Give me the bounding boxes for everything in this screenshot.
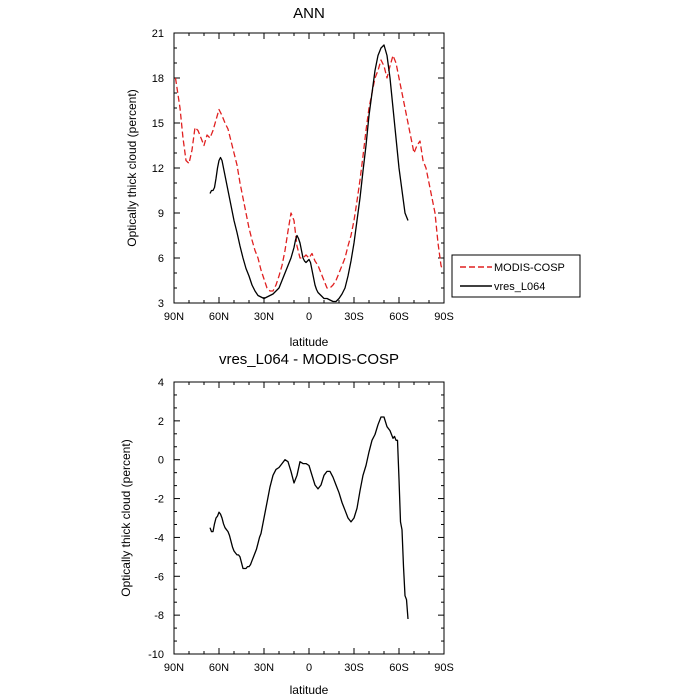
legend-box bbox=[451, 254, 581, 298]
bottom-chart-xlabel: latitude bbox=[290, 683, 329, 697]
top-xtick-label: 90S bbox=[434, 311, 454, 323]
legend: MODIS-COSP vres_L064 bbox=[451, 254, 581, 298]
bottom-ytick-label: -8 bbox=[154, 610, 164, 622]
legend-label-modis-cosp: MODIS-COSP bbox=[494, 262, 565, 274]
bottom-xtick-label: 30S bbox=[344, 662, 364, 674]
top-xtick-label: 30N bbox=[254, 311, 274, 323]
top-chart-series bbox=[174, 44, 444, 303]
top-ytick-label: 3 bbox=[158, 298, 164, 310]
bottom-ytick-label: 0 bbox=[158, 455, 164, 467]
top-ytick-label: 12 bbox=[152, 163, 164, 175]
top-xtick-label: 60N bbox=[209, 311, 229, 323]
top-ytick-label: 18 bbox=[152, 73, 164, 85]
bottom-chart-series bbox=[209, 416, 409, 620]
bottom-ytick-label: -4 bbox=[154, 532, 164, 544]
top-chart-ticks: 90N 60N 30N 0 30S 60S 90S 3 6 9 12 15 18 21 bbox=[152, 28, 454, 323]
top-ytick-label: 9 bbox=[158, 208, 164, 220]
top-xtick-label: 30S bbox=[344, 311, 364, 323]
bottom-ytick-label: -6 bbox=[154, 571, 164, 583]
top-chart-frame bbox=[173, 32, 445, 304]
top-ytick-label: 6 bbox=[158, 253, 164, 265]
bottom-chart-ylabel: Optically thick cloud (percent) bbox=[119, 439, 133, 596]
top-xtick-label: 60S bbox=[389, 311, 409, 323]
bottom-series-line-difference bbox=[209, 416, 409, 620]
bottom-chart-frame bbox=[173, 381, 445, 655]
bottom-ytick-label: 2 bbox=[158, 416, 164, 428]
bottom-ytick-label: -10 bbox=[148, 649, 164, 661]
top-ytick-label: 15 bbox=[152, 118, 164, 130]
bottom-chart-panel: vres_L064 - MODIS-COSP latitude Opticall… bbox=[119, 351, 454, 697]
top-series-line-vres-l064 bbox=[209, 44, 409, 303]
bottom-ytick-label: 4 bbox=[158, 377, 164, 389]
bottom-xtick-label: 90S bbox=[434, 662, 454, 674]
legend-label-vres-l064: vres_L064 bbox=[494, 281, 545, 293]
top-chart-ylabel: Optically thick cloud (percent) bbox=[125, 89, 139, 246]
top-series-line-modis-cosp bbox=[174, 54, 444, 292]
bottom-xtick-label: 0 bbox=[306, 662, 312, 674]
bottom-xtick-label: 30N bbox=[254, 662, 274, 674]
top-chart-title: ANN bbox=[293, 5, 325, 22]
top-chart-panel: ANN latitude Optically thick cloud (perc… bbox=[125, 5, 454, 349]
bottom-xtick-label: 60S bbox=[389, 662, 409, 674]
top-xtick-label: 90N bbox=[164, 311, 184, 323]
bottom-chart-title: vres_L064 - MODIS-COSP bbox=[219, 351, 399, 368]
bottom-xtick-label: 60N bbox=[209, 662, 229, 674]
bottom-xtick-label: 90N bbox=[164, 662, 184, 674]
top-xtick-label: 0 bbox=[306, 311, 312, 323]
bottom-chart-ticks: 90N 60N 30N 0 30S 60S 90S -10 -8 -6 -4 -2 0 2 4 bbox=[148, 377, 454, 674]
bottom-ytick-label: -2 bbox=[154, 494, 164, 506]
top-chart-xlabel: latitude bbox=[290, 335, 329, 349]
top-ytick-label: 21 bbox=[152, 28, 164, 40]
